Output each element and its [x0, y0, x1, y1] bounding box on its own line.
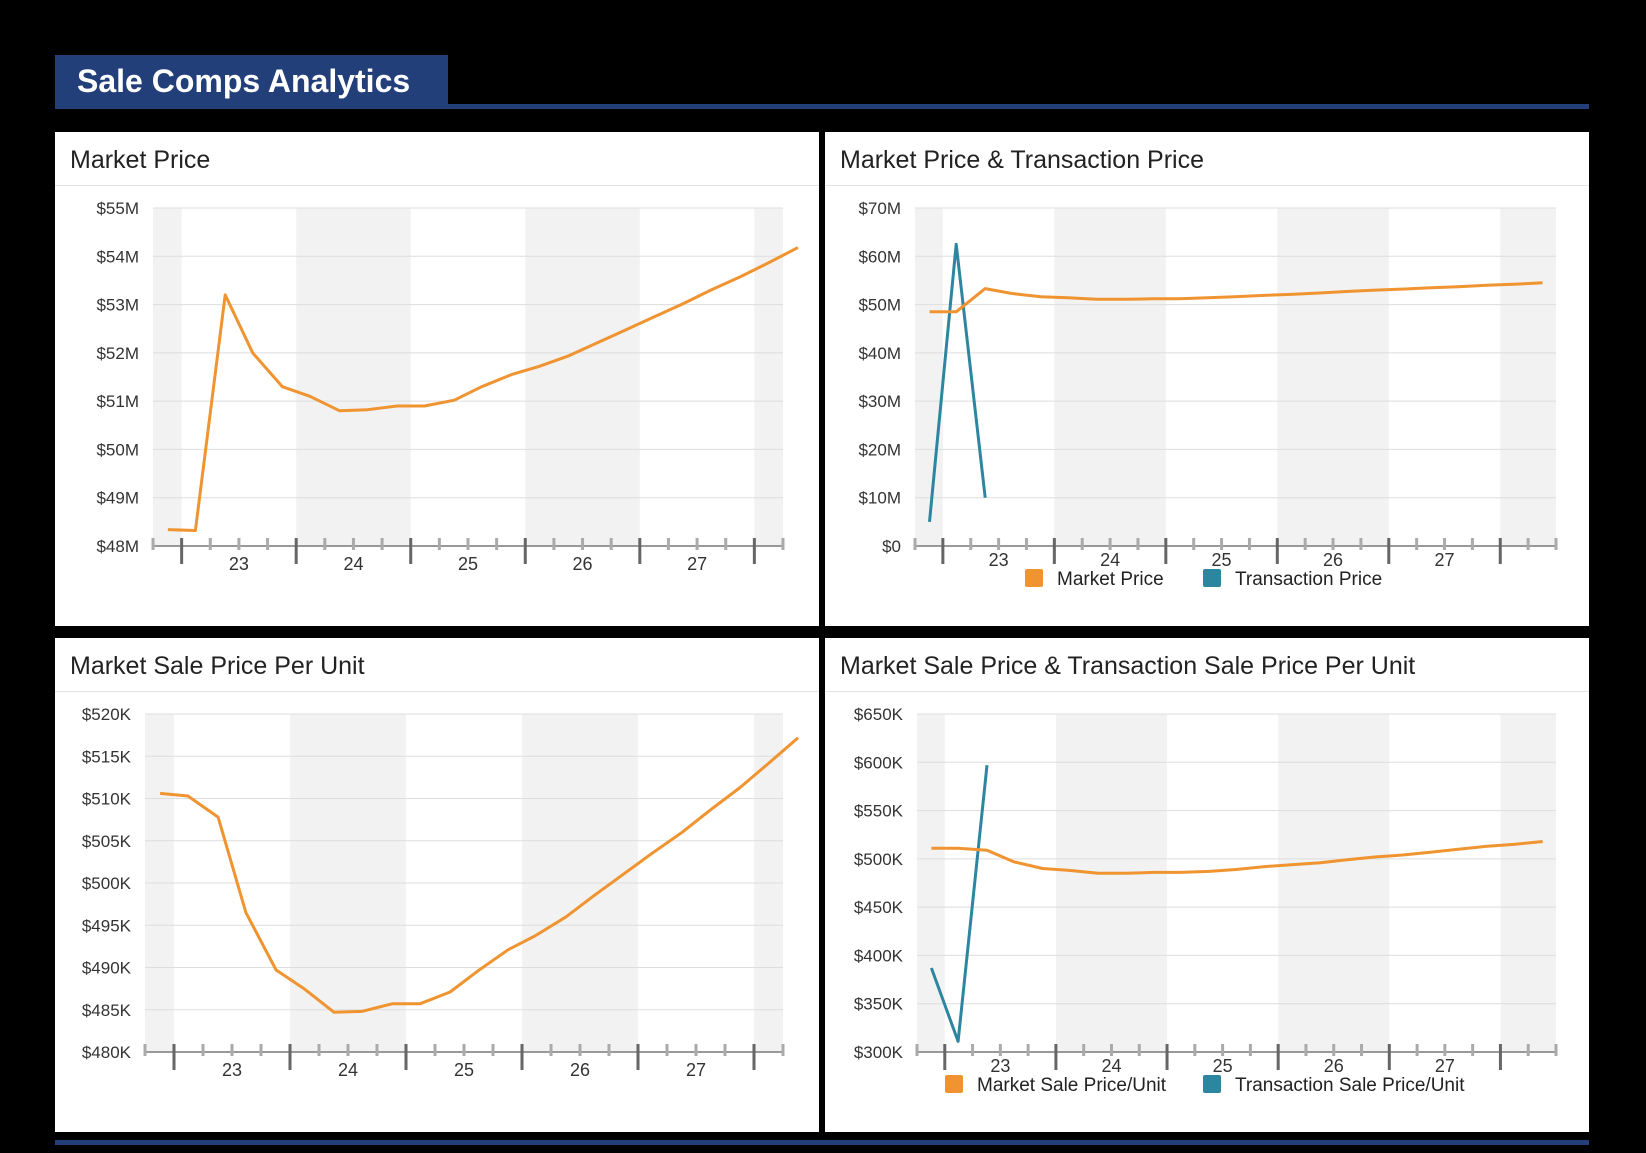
shaded-band — [525, 208, 640, 546]
market-transaction-price-per-unit-chart: $650K $600K $550K $500K $450K $400K $350K $300K… — [854, 705, 1558, 1096]
x-tick-label: 26 — [1323, 550, 1343, 570]
y-tick-label: $515K — [82, 747, 132, 766]
y-tick-label: $10M — [858, 489, 901, 508]
market-price-per-unit-chart: $520K $515K $510K $505K $500K $495K $490K $485K… — [82, 705, 800, 1080]
x-tick-label: 24 — [338, 1060, 358, 1080]
y-tick-label: $30M — [858, 392, 901, 411]
legend-swatch — [945, 1075, 963, 1093]
shaded-band — [1055, 714, 1168, 1052]
x-tick-label: 27 — [687, 554, 707, 574]
transaction-series-line — [929, 765, 989, 1043]
chart-title: Market Sale Price & Transaction Sale Pri… — [825, 638, 1589, 692]
x-tick-label: 27 — [686, 1060, 706, 1080]
y-tick-label: $50M — [96, 440, 139, 459]
shaded-band — [1054, 208, 1166, 546]
x-tick-label: 27 — [1435, 1056, 1455, 1076]
legend-swatch — [1203, 569, 1221, 587]
x-tick-label: 23 — [989, 550, 1009, 570]
legend-label: Market Price — [1057, 569, 1164, 590]
y-tick-label: $480K — [82, 1043, 132, 1062]
market-transaction-price-chart: $70M $60M $50M $40M $30M $20M $10M $0 23 24 25 26 27… — [858, 199, 1558, 590]
chart-title: Market Sale Price Per Unit — [55, 638, 819, 692]
y-tick-label: $400K — [854, 946, 904, 965]
shaded-band — [915, 208, 943, 546]
y-tick-label: $49M — [96, 489, 139, 508]
y-tick-label: $300K — [854, 1043, 904, 1062]
x-tick-label: 24 — [1100, 550, 1120, 570]
y-tick-label: $490K — [82, 959, 132, 978]
x-tick-label: 25 — [458, 554, 478, 574]
y-tick-label: $485K — [82, 1001, 132, 1020]
chart-title: Market Price — [55, 132, 819, 186]
x-tick-label: 27 — [1435, 550, 1455, 570]
y-tick-label: $600K — [854, 753, 904, 772]
x-tick-label: 25 — [454, 1060, 474, 1080]
x-tick-label: 26 — [1324, 1056, 1344, 1076]
legend-label: Transaction Sale Price/Unit — [1235, 1075, 1465, 1096]
legend-swatch — [1025, 569, 1043, 587]
x-tick-label: 23 — [990, 1056, 1010, 1076]
y-tick-label: $20M — [858, 440, 901, 459]
shaded-band — [1278, 714, 1390, 1052]
y-tick-label: $500K — [854, 850, 904, 869]
y-tick-label: $510K — [82, 790, 132, 809]
market-series-line — [929, 281, 1543, 314]
x-tick-label: 25 — [1212, 550, 1232, 570]
transaction-series-line — [928, 242, 987, 523]
chart-title: Market Price & Transaction Price — [825, 132, 1589, 186]
y-tick-label: $48M — [96, 537, 139, 556]
x-tick-label: 25 — [1213, 1056, 1233, 1076]
y-tick-label: $51M — [96, 392, 139, 411]
shaded-band — [296, 208, 411, 546]
y-tick-label: $450K — [854, 898, 904, 917]
legend-swatch — [1203, 1075, 1221, 1093]
market-price-chart: $55M $54M $53M $52M $51M $50M $49M $48M 23 24 25 26… — [96, 199, 799, 574]
y-tick-label: $70M — [858, 199, 901, 218]
x-tick-label: 26 — [573, 554, 593, 574]
x-tick-label: 23 — [229, 554, 249, 574]
x-tick-label: 24 — [343, 554, 363, 574]
y-tick-label: $500K — [82, 874, 132, 893]
shaded-band — [917, 714, 945, 1052]
market-price-panel: Market Price $55M $54M $53M $52M $51M $50M $49… — [55, 132, 819, 626]
shaded-band — [1500, 208, 1556, 546]
shaded-band — [1500, 714, 1556, 1052]
market-price-per-unit-panel: Market Sale Price Per Unit $520K $515K $51… — [55, 638, 819, 1132]
y-tick-label: $350K — [854, 995, 904, 1014]
y-tick-label: $550K — [854, 802, 904, 821]
market-transaction-price-panel: Market Price & Transaction Price $70M $60… — [825, 132, 1589, 626]
y-tick-label: $60M — [858, 247, 901, 266]
market-series-line — [931, 840, 1543, 875]
market-transaction-price-per-unit-panel: Market Sale Price & Transaction Sale Pri… — [825, 638, 1589, 1132]
y-tick-label: $650K — [854, 705, 904, 724]
shaded-band — [1277, 208, 1389, 546]
y-tick-label: $505K — [82, 832, 132, 851]
y-tick-label: $52M — [96, 344, 139, 363]
x-tick-label: 24 — [1101, 1056, 1121, 1076]
y-tick-label: $55M — [96, 199, 139, 218]
footer-divider — [55, 1140, 1589, 1145]
y-tick-label: $40M — [858, 344, 901, 363]
y-tick-label: $520K — [82, 705, 132, 724]
market-series-line — [167, 246, 799, 532]
y-tick-label: $53M — [96, 296, 139, 315]
x-tick-label: 26 — [570, 1060, 590, 1080]
legend-label: Transaction Price — [1235, 569, 1382, 590]
header-divider — [55, 104, 1589, 109]
shaded-band — [153, 208, 182, 546]
x-tick-label: 23 — [222, 1060, 242, 1080]
y-tick-label: $50M — [858, 296, 901, 315]
legend-label: Market Sale Price/Unit — [977, 1075, 1167, 1096]
y-tick-label: $0 — [882, 537, 901, 556]
market-series-line — [159, 736, 800, 1014]
y-tick-label: $54M — [96, 247, 139, 266]
y-tick-label: $495K — [82, 916, 132, 935]
page-title: Sale Comps Analytics — [55, 55, 448, 108]
